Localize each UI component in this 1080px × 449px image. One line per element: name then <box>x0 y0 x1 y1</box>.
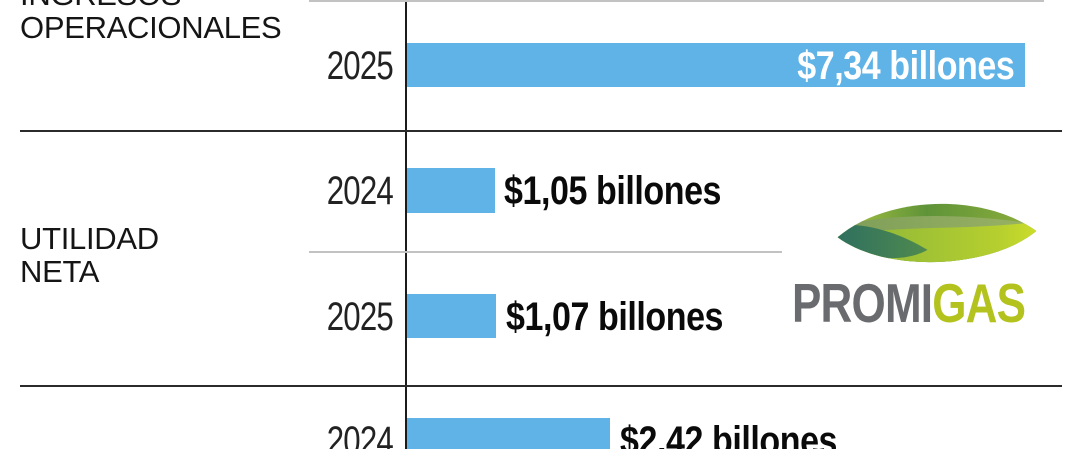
section-label-line: INGRESOS <box>20 0 281 11</box>
promigas-wordmark-promi: PROMI <box>792 272 933 334</box>
promigas-logo: PROMIGAS <box>782 184 1048 332</box>
bar-ingresos-2025 <box>407 43 1025 87</box>
year-label: 2024 <box>326 169 394 213</box>
value-label-utilidad-2024: $1,05 billones <box>504 169 722 213</box>
section-label-utilidad-neta: UTILIDAD NETA <box>20 222 159 288</box>
row-separator <box>309 0 1044 2</box>
value-label-ingresos-2025: $7,34 billones <box>796 44 1014 88</box>
section-divider <box>20 130 1062 132</box>
year-label: 2025 <box>326 295 394 339</box>
promigas-wordmark: PROMIGAS <box>792 272 1026 334</box>
section-label-line: UTILIDAD <box>20 221 159 256</box>
section-label-ingresos-operacionales: INGRESOS OPERACIONALES <box>20 0 282 45</box>
bar-utilidad-2025 <box>407 294 496 338</box>
section-label-line: NETA <box>20 254 100 289</box>
promigas-wordmark-gas: GAS <box>932 272 1026 334</box>
value-label-utilidad-2025: $1,07 billones <box>506 295 724 339</box>
year-label: 2024 <box>326 419 394 449</box>
year-label: 2025 <box>326 44 394 88</box>
promigas-leaf-icon <box>837 203 1037 263</box>
bar-utilidad-2024 <box>407 168 495 213</box>
value-label-bottom-2024: $2,42 billones <box>620 419 838 449</box>
chart-axis-line <box>405 0 407 449</box>
section-divider <box>20 385 1062 387</box>
section-label-line: OPERACIONALES <box>20 10 282 45</box>
row-separator <box>309 251 1044 253</box>
bar-bottom-2024 <box>407 418 610 449</box>
